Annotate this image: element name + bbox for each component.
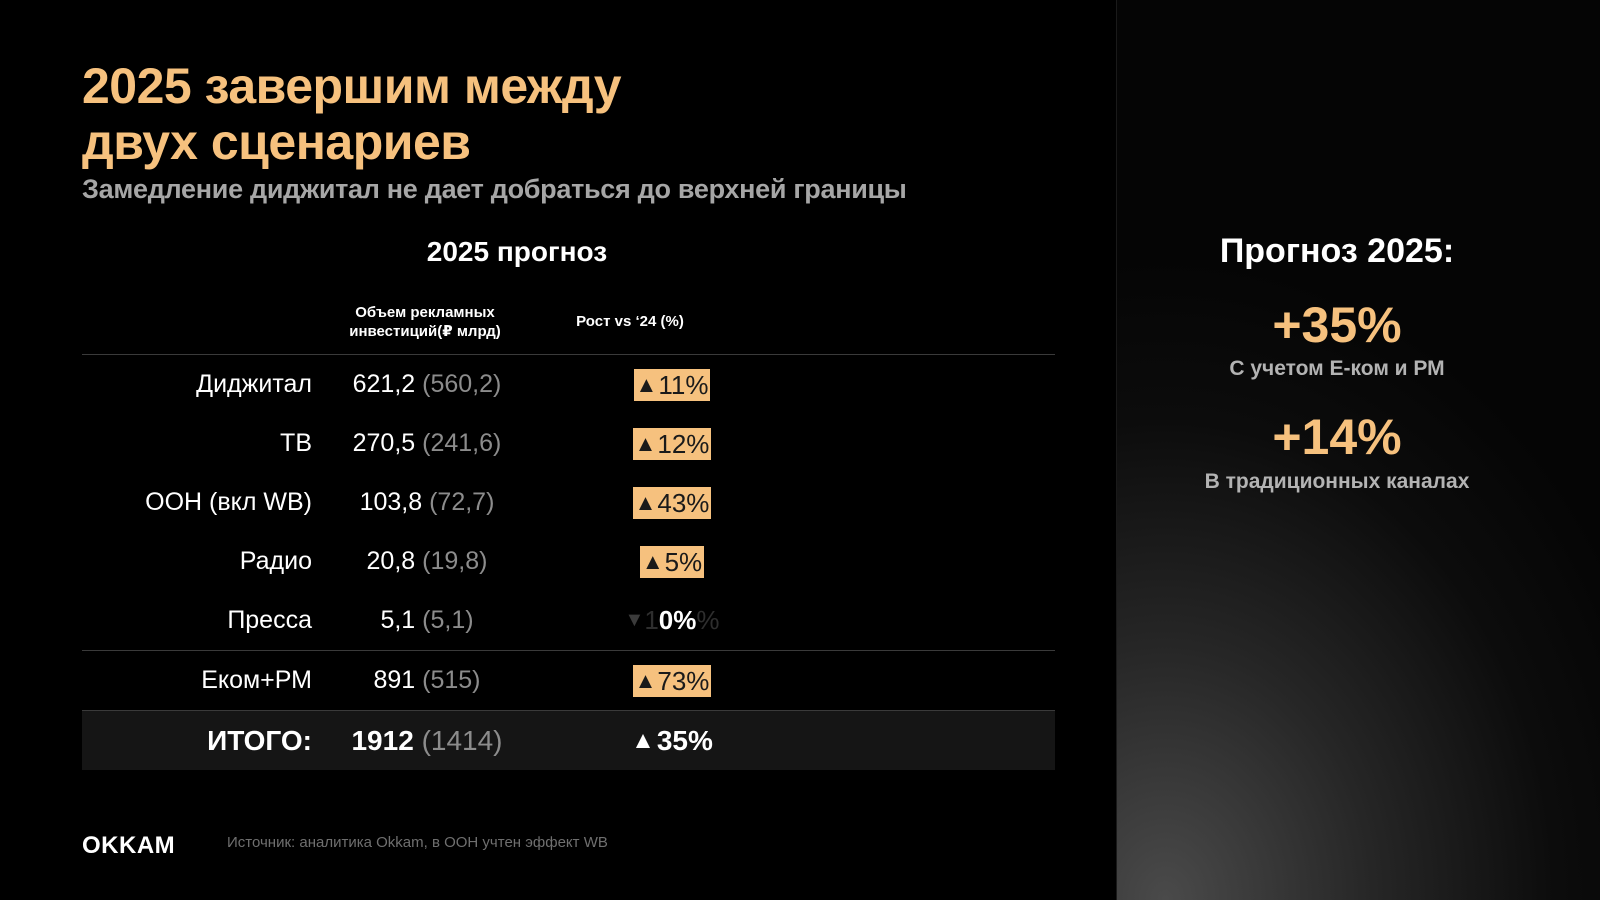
row-value: 103,8 (72,7)	[332, 473, 522, 532]
value-current: 621,2	[352, 370, 416, 398]
value-previous: (5,1)	[422, 606, 474, 634]
total-value: 1912 (1414)	[332, 711, 522, 770]
value-previous: (19,8)	[422, 547, 488, 575]
up-triangle-icon: ▲	[631, 726, 655, 754]
value-previous: (560,2)	[422, 370, 502, 398]
row-value: 621,2 (560,2)	[332, 355, 522, 414]
table-row: Радио 20,8 (19,8) ▲ 5%	[82, 532, 1055, 591]
up-triangle-icon: ▲	[634, 430, 657, 456]
row-value: 270,5 (241,6)	[332, 414, 522, 473]
growth-badge: ▲ 43%	[632, 486, 712, 519]
table-row: Пресса 5,1 (5,1) ▼ 1 0% %	[82, 591, 1055, 650]
up-triangle-icon: ▲	[635, 371, 658, 397]
title-line-1: 2025 завершим между	[82, 58, 622, 114]
row-label: Диджитал	[196, 370, 312, 398]
growth-badge: ▲ 5%	[639, 545, 705, 578]
table-row: Еком+РМ 891 (515) ▲ 73%	[82, 651, 1055, 710]
value-previous: (241,6)	[422, 429, 502, 457]
up-triangle-icon: ▲	[641, 548, 664, 574]
table-total-row: ИТОГО: 1912 (1414) ▲ 35%	[82, 711, 1055, 770]
value-current: 1912	[351, 725, 414, 756]
column-header-growth: Рост vs ‘24 (%)	[576, 313, 684, 330]
down-triangle-icon: ▼	[624, 609, 645, 631]
row-growth: ▲ 43%	[582, 473, 762, 532]
table-row: ООН (вкл WB) 103,8 (72,7) ▲ 43%	[82, 473, 1055, 532]
column-header-volume-text: Объем рекламных инвестиций(₽ млрд)	[349, 304, 501, 340]
total-growth: ▲ 35%	[582, 711, 762, 770]
row-growth: ▲ 73%	[582, 651, 762, 710]
forecast-stat-total: +35%	[1272, 297, 1402, 353]
value-current: 103,8	[359, 488, 423, 516]
left-panel: 2025 завершим между двух сценариев Замед…	[82, 58, 1055, 859]
table-divider	[82, 710, 1055, 711]
value-current: 5,1	[380, 606, 416, 634]
value-previous: (1414)	[421, 725, 503, 756]
forecast-stat-total-caption: С учетом E-ком и РМ	[1229, 357, 1445, 380]
growth-flat: ▼ 1 0% %	[625, 605, 720, 636]
row-label: ТВ	[280, 429, 312, 457]
growth-badge: ▲ 73%	[632, 664, 712, 697]
row-label: Еком+РМ	[201, 666, 312, 694]
row-growth: ▲ 11%	[582, 355, 762, 414]
page-subtitle: Замедление диджитал не дает добраться до…	[82, 174, 907, 204]
row-label: Радио	[239, 547, 312, 575]
growth-value: 11%	[658, 369, 709, 400]
right-panel: Прогноз 2025: +35% С учетом E-ком и РМ +…	[1116, 0, 1600, 900]
source-note: Источник: аналитика Okkam, в ООН учтен э…	[227, 834, 608, 851]
table-title: 2025 прогноз	[426, 236, 608, 267]
forecast-stat-traditional: +14%	[1272, 409, 1402, 465]
table-row: Диджитал 621,2 (560,2) ▲ 11%	[82, 355, 1055, 414]
up-triangle-icon: ▲	[634, 667, 657, 693]
total-label: ИТОГО:	[207, 725, 312, 756]
growth-value: 0%	[658, 605, 697, 635]
title-line-2: двух сценариев	[82, 114, 471, 170]
forecast-title: Прогноз 2025:	[1219, 232, 1455, 270]
growth-value: 35%	[656, 724, 713, 756]
growth-value: 73%	[657, 665, 710, 696]
up-triangle-icon: ▲	[634, 489, 657, 515]
growth-value: 12%	[657, 428, 710, 459]
page-title: 2025 завершим между двух сценариев	[82, 58, 622, 170]
growth-badge: ▲ 11%	[633, 368, 711, 401]
value-previous: (72,7)	[429, 488, 495, 516]
growth-ghost-suffix: %	[696, 605, 720, 635]
growth-ghost-prefix: 1	[644, 605, 659, 635]
value-current: 270,5	[352, 429, 416, 457]
row-value: 20,8 (19,8)	[332, 532, 522, 591]
row-value: 5,1 (5,1)	[332, 591, 522, 650]
table-row: ТВ 270,5 (241,6) ▲ 12%	[82, 414, 1055, 473]
table-divider	[82, 354, 1055, 355]
forecast-stat-traditional-caption: В традиционных каналах	[1204, 470, 1470, 493]
growth-badge: ▲ 12%	[632, 427, 712, 460]
row-label: Пресса	[227, 606, 312, 634]
row-growth: ▲ 12%	[582, 414, 762, 473]
total-growth-value-wrap: ▲ 35%	[631, 725, 713, 757]
growth-value: 5%	[664, 546, 703, 577]
forecast-table: Диджитал 621,2 (560,2) ▲ 11% ТВ 270,5 (2…	[82, 354, 1055, 770]
row-value: 891 (515)	[332, 651, 522, 710]
growth-value: 43%	[657, 487, 710, 518]
row-growth: ▼ 1 0% %	[582, 591, 762, 650]
value-previous: (515)	[422, 666, 481, 694]
row-growth: ▲ 5%	[582, 532, 762, 591]
okkam-logo: OKKAM	[82, 832, 176, 859]
value-current: 20,8	[366, 547, 416, 575]
row-label: ООН (вкл WB)	[145, 488, 312, 516]
value-current: 891	[373, 666, 416, 694]
table-divider	[82, 650, 1055, 651]
column-header-volume: Объем рекламных инвестиций(₽ млрд)	[330, 303, 520, 341]
